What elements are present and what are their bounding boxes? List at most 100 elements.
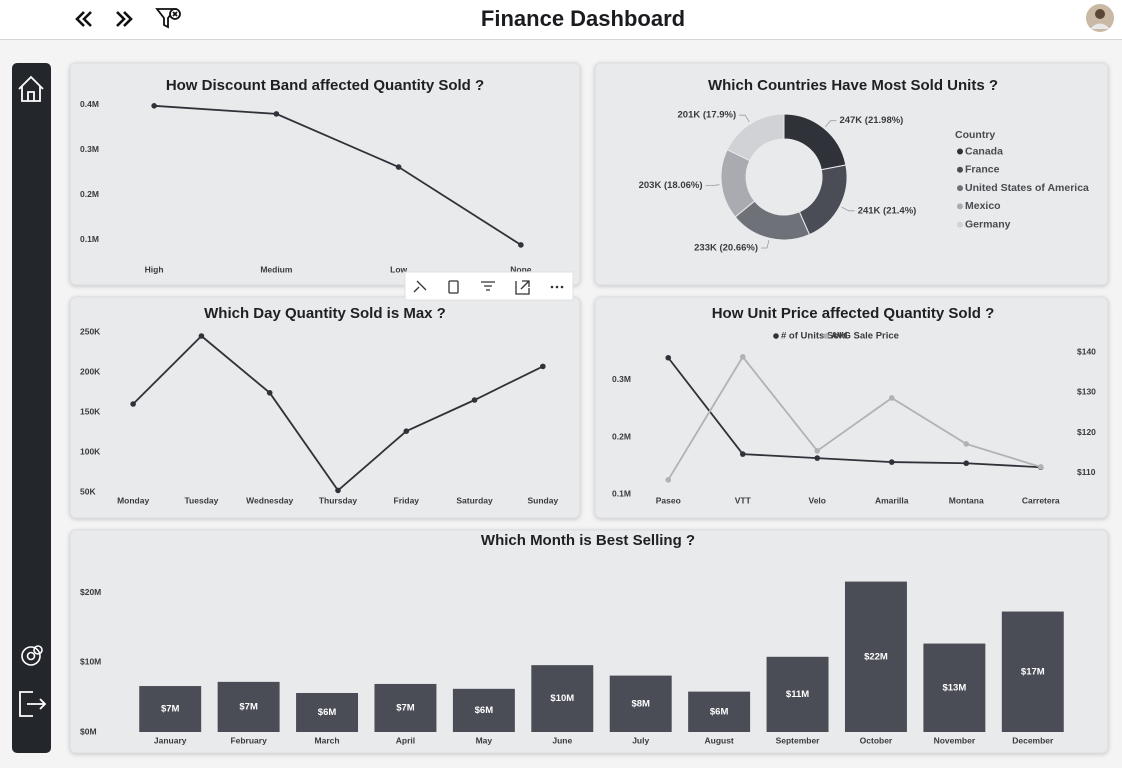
y-tick-label: $120 bbox=[1077, 427, 1096, 437]
x-tick-label: December bbox=[1012, 735, 1054, 745]
back-button[interactable] bbox=[75, 11, 92, 27]
x-tick-label: September bbox=[776, 735, 821, 745]
legend-label: France bbox=[965, 164, 1000, 176]
data-label: 241K (21.4%) bbox=[858, 205, 917, 216]
point bbox=[888, 459, 895, 465]
legend-swatch bbox=[957, 203, 963, 210]
home-button[interactable] bbox=[18, 75, 44, 102]
x-tick-label: Carretera bbox=[1022, 495, 1060, 505]
data-label: $6M bbox=[475, 705, 494, 716]
line bbox=[667, 355, 1042, 481]
y-tick-label: 50K bbox=[80, 486, 96, 496]
x-tick-label: Medium bbox=[260, 264, 293, 274]
x-tick-label: August bbox=[704, 735, 733, 745]
focus-icon[interactable] bbox=[515, 280, 530, 295]
data-label: $17M bbox=[1021, 666, 1045, 677]
leader-line bbox=[739, 114, 750, 123]
x-tick-label: Tuesday bbox=[184, 495, 218, 505]
x-tick-label: Friday bbox=[394, 495, 420, 505]
line bbox=[667, 357, 1041, 469]
forward-button[interactable] bbox=[116, 11, 133, 27]
data-label: $11M bbox=[786, 689, 809, 700]
legend-label: Germany bbox=[965, 218, 1011, 230]
bar bbox=[766, 656, 829, 732]
leader-line bbox=[705, 184, 720, 187]
x-tick-label: Saturday bbox=[456, 495, 493, 505]
x-tick-label: April bbox=[396, 735, 415, 745]
bar bbox=[374, 683, 437, 732]
chart-title: Which Countries Have Most Sold Units ? bbox=[708, 77, 998, 94]
point bbox=[739, 451, 746, 457]
visual-toolbar bbox=[404, 271, 574, 301]
y-tick-label: 0.3M bbox=[612, 374, 631, 384]
bar bbox=[217, 681, 280, 732]
x-tick-label: November bbox=[934, 735, 976, 745]
x-tick-label: Monday bbox=[117, 495, 149, 505]
x-tick-label: VTT bbox=[735, 495, 752, 505]
data-label: $10M bbox=[550, 693, 574, 704]
legend-swatch bbox=[823, 333, 829, 339]
x-tick-label: Wednesday bbox=[246, 495, 293, 505]
data-label: 233K (20.66%) bbox=[694, 243, 758, 254]
settings-button[interactable] bbox=[21, 645, 43, 666]
y-tick-label: $20M bbox=[80, 587, 101, 597]
y-tick-label: 0.2M bbox=[80, 189, 99, 199]
more-icon[interactable] bbox=[550, 285, 564, 289]
y-tick-label: 200K bbox=[80, 366, 101, 376]
bar bbox=[844, 581, 907, 732]
x-tick-label: June bbox=[552, 735, 572, 745]
point bbox=[518, 242, 524, 248]
point bbox=[665, 354, 672, 361]
point bbox=[1037, 464, 1044, 470]
point bbox=[198, 333, 205, 339]
legend-label: Canada bbox=[965, 145, 1003, 157]
point bbox=[395, 164, 402, 170]
y-tick-label: $140 bbox=[1077, 346, 1096, 356]
legend-swatch bbox=[957, 221, 963, 228]
point bbox=[814, 448, 821, 454]
filter-icon[interactable] bbox=[481, 281, 495, 291]
point bbox=[130, 401, 136, 407]
legend-label: AVG Sale Price bbox=[831, 331, 899, 342]
x-tick-label: Velo bbox=[809, 495, 826, 505]
x-tick-label: Low bbox=[390, 264, 407, 274]
bar bbox=[923, 643, 986, 732]
data-label: $7M bbox=[396, 702, 415, 713]
y-tick-label: 100K bbox=[80, 446, 101, 456]
bar bbox=[452, 688, 515, 732]
legend-swatch bbox=[957, 185, 963, 192]
x-tick-label: February bbox=[230, 735, 267, 745]
chart-title: How Discount Band affected Quantity Sold… bbox=[166, 77, 484, 94]
copy-icon[interactable] bbox=[448, 280, 459, 294]
x-tick-label: Sunday bbox=[528, 495, 559, 505]
dashboard-title: Finance Dashboard bbox=[481, 6, 685, 31]
logout-button[interactable] bbox=[19, 691, 47, 717]
data-label: 247K (21.98%) bbox=[839, 115, 903, 126]
y-tick-label: 0.2M bbox=[612, 431, 631, 441]
point bbox=[403, 428, 410, 435]
point bbox=[888, 395, 895, 401]
legend-title: Country bbox=[955, 129, 995, 141]
legend-label: Mexico bbox=[965, 200, 1001, 212]
chart-title: How Unit Price affected Quantity Sold ? bbox=[712, 305, 995, 322]
y-tick-label: $110 bbox=[1077, 467, 1096, 477]
data-label: $6M bbox=[710, 706, 729, 717]
point bbox=[540, 363, 546, 370]
bar bbox=[296, 693, 359, 732]
clear-filter-button[interactable] bbox=[155, 8, 181, 29]
bar bbox=[688, 691, 751, 732]
pin-icon[interactable] bbox=[413, 280, 427, 293]
leader-line bbox=[825, 120, 837, 128]
y-tick-label: $10M bbox=[80, 657, 101, 667]
y-tick-label: $130 bbox=[1077, 387, 1096, 397]
user-avatar[interactable] bbox=[1086, 4, 1114, 32]
y-tick-label: 0.4M bbox=[80, 99, 99, 109]
chart-title: Which Month is Best Selling ? bbox=[481, 532, 695, 549]
chart-title: Which Day Quantity Sold is Max ? bbox=[204, 305, 446, 322]
x-tick-label: October bbox=[860, 735, 893, 745]
x-tick-label: Montana bbox=[949, 495, 984, 505]
point bbox=[335, 487, 341, 494]
data-label: $7M bbox=[239, 701, 258, 712]
bar bbox=[609, 675, 672, 732]
